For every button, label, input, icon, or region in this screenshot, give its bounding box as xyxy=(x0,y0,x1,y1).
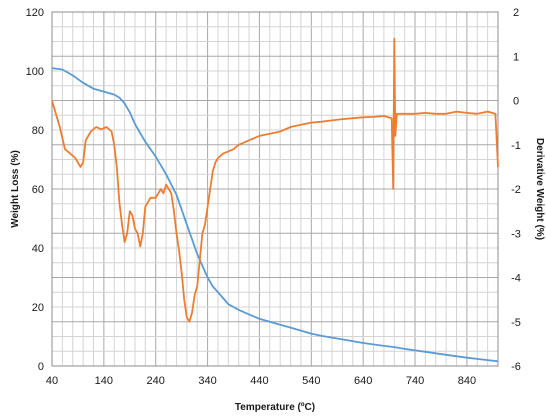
y-right-tick-label: 2 xyxy=(513,7,519,19)
y-left-tick-label: 120 xyxy=(26,7,44,19)
y-axis-right-label: Derivative Weight (%) xyxy=(534,138,545,240)
y-axis-left-label: Weight Loss (%) xyxy=(10,150,21,228)
y-right-tick-label: -2 xyxy=(511,184,521,196)
x-tick-label: 440 xyxy=(250,375,268,387)
y-left-tick-label: 40 xyxy=(32,243,44,255)
y-left-tick-label: 60 xyxy=(32,184,44,196)
y-right-tick-label: -5 xyxy=(511,317,521,329)
tick-labels: 40 140 240 340 440 540 640 740 84002040608010012… xyxy=(26,7,521,387)
series-line-derivative xyxy=(51,37,499,323)
x-tick-label: 840 xyxy=(458,375,476,387)
x-tick-label: 640 xyxy=(354,375,372,387)
y-left-tick-label: 80 xyxy=(32,125,44,137)
series-line-weight-loss xyxy=(51,67,499,363)
y-left-tick-label: 100 xyxy=(26,66,44,78)
x-tick-label: 540 xyxy=(302,375,320,387)
x-tick-label: 340 xyxy=(198,375,216,387)
y-right-tick-label: 0 xyxy=(513,96,519,108)
y-left-tick-label: 20 xyxy=(32,302,44,314)
y-right-tick-label: -3 xyxy=(511,228,521,240)
y-right-tick-label: 1 xyxy=(513,51,519,63)
grid xyxy=(51,11,499,367)
y-left-tick-label: 0 xyxy=(38,361,44,373)
x-tick-label: 240 xyxy=(147,375,165,387)
series-layer xyxy=(51,37,499,363)
y-right-tick-label: -6 xyxy=(511,361,521,373)
y-right-tick-label: -4 xyxy=(511,273,521,285)
y-right-tick-label: -1 xyxy=(511,140,521,152)
x-axis-label: Temperature (ºC) xyxy=(235,402,315,413)
x-tick-label: 40 xyxy=(46,375,58,387)
x-tick-label: 740 xyxy=(406,375,424,387)
plot-frame xyxy=(51,11,499,367)
x-tick-label: 140 xyxy=(95,375,113,387)
